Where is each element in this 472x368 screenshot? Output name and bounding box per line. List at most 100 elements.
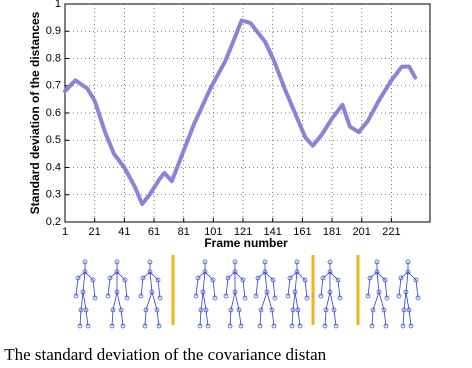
skeleton-bone (291, 309, 294, 327)
skeleton-joint (304, 295, 310, 301)
skeletons (73, 255, 421, 329)
skeleton-joint (232, 289, 238, 295)
skeleton-joint (105, 293, 111, 299)
skeleton-joint (262, 269, 268, 275)
x-axis-label: Frame number (204, 236, 288, 250)
skeleton-joint (205, 323, 211, 329)
x-tick-label: 41 (118, 226, 130, 238)
skeleton-bone (260, 291, 268, 311)
skeleton-bone (403, 291, 407, 311)
skeleton-joint (269, 307, 275, 313)
skeleton-joint (272, 295, 278, 301)
skeleton-joint (140, 275, 146, 281)
skeleton-bone (202, 271, 206, 293)
skeleton-joint (114, 289, 120, 295)
skeleton-joint (114, 259, 120, 265)
skeleton-bone (200, 291, 204, 311)
skeleton-joint (285, 293, 291, 299)
skeleton-joint (82, 269, 88, 275)
skeleton-joint (270, 277, 276, 283)
skeleton-bone (212, 279, 216, 299)
y-tick-label: 0.6 (46, 107, 61, 119)
skeleton-joint (401, 307, 407, 313)
skeleton-bone (142, 271, 151, 279)
y-tick-label: 0.3 (46, 189, 61, 201)
x-tick-label: 141 (264, 226, 282, 238)
skeleton-joint (374, 259, 380, 265)
skeleton-bone (367, 277, 371, 297)
skeleton-joint (255, 275, 261, 281)
skeleton-joint (271, 323, 277, 329)
skeleton-joint (374, 269, 380, 275)
skeleton-bone (383, 309, 387, 327)
skeleton-joint (290, 307, 296, 313)
skeleton-joint (257, 323, 263, 329)
skeleton-bone (255, 277, 259, 297)
skeleton-joint (367, 275, 373, 281)
skeleton-joint (78, 307, 84, 313)
skeleton-bone (259, 309, 262, 327)
skeleton-bone (369, 271, 378, 279)
skeleton-joint (223, 293, 229, 299)
skeleton-bone (272, 279, 276, 299)
skeleton-bone (82, 291, 87, 311)
skeleton-bone (402, 309, 405, 327)
skeleton-bone (264, 271, 268, 293)
skeleton-joint (405, 259, 411, 265)
skeleton-joint (287, 275, 293, 281)
skeleton-joint (200, 289, 206, 295)
skeleton-bone (157, 279, 161, 299)
skeleton-bone (292, 291, 296, 311)
skeleton-bone (242, 279, 246, 299)
skeleton-joint (236, 307, 242, 313)
x-tick-label: 81 (178, 226, 190, 238)
skeleton-joint (82, 259, 88, 265)
skeleton-joint (147, 269, 153, 275)
skeleton-joint (210, 277, 216, 283)
x-tick-label: 201 (353, 226, 371, 238)
skeleton-joint (120, 323, 126, 329)
skeleton-joint (80, 289, 86, 295)
skeleton-joint (156, 323, 162, 329)
x-tick-label: 61 (148, 226, 160, 238)
skeleton-joint (157, 295, 163, 301)
skeleton-bone (202, 291, 207, 311)
skeleton-joint (294, 269, 300, 275)
x-tick-label: 21 (89, 226, 101, 238)
skeleton-bone (400, 271, 409, 279)
skeleton-bone (405, 291, 410, 311)
skeleton-joint (240, 277, 246, 283)
skeleton-bone (225, 277, 229, 297)
skeleton-bone (304, 279, 308, 299)
skeleton-joint (381, 307, 387, 313)
skeleton-joint (142, 323, 148, 329)
skeleton-joint (149, 289, 155, 295)
skeleton-bone (156, 309, 160, 327)
skeleton-joint (90, 277, 96, 283)
skeleton-bone (322, 271, 331, 279)
skeleton-bone (320, 277, 324, 297)
skeleton-joint (370, 307, 376, 313)
skeleton-joint (154, 307, 160, 313)
y-tick-label: 0.2 (46, 216, 61, 228)
y-tick-label: 0.7 (46, 80, 61, 92)
skeleton-bone (324, 309, 327, 327)
skeleton-joint (320, 275, 326, 281)
skeleton-bone (337, 279, 341, 299)
skeleton-joint (327, 289, 333, 295)
plot-frame (64, 3, 431, 223)
skeleton-bone (124, 279, 128, 299)
skeleton-joint (335, 277, 341, 283)
skeleton-joint (118, 307, 124, 313)
skeleton-joint (415, 295, 421, 301)
skeleton-joint (155, 277, 161, 283)
skeleton-joint (333, 323, 339, 329)
skeleton-joint (302, 277, 308, 283)
skeleton-joint (242, 295, 248, 301)
skeleton-joint (198, 307, 204, 313)
skeleton-bone (107, 277, 111, 297)
segment-bar (311, 255, 315, 325)
skeleton-joint (143, 307, 149, 313)
skeleton-joint (289, 323, 295, 329)
